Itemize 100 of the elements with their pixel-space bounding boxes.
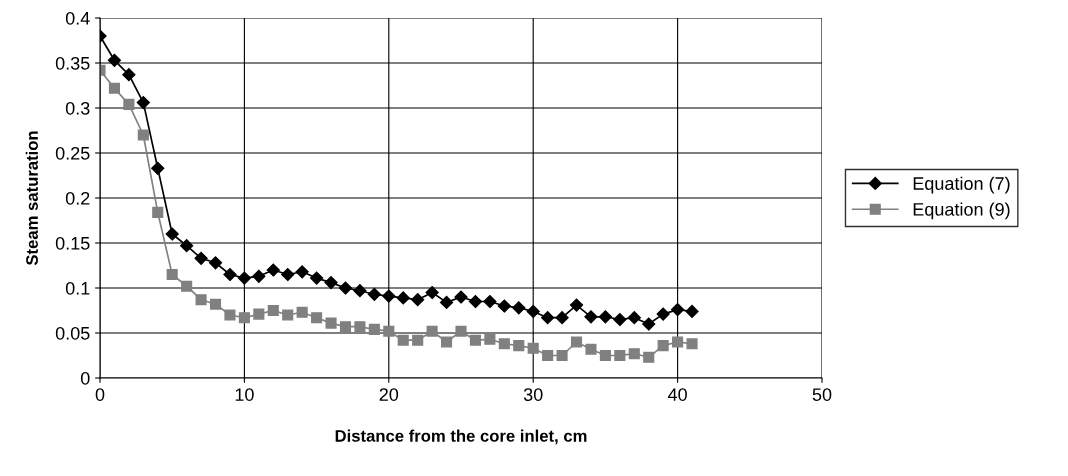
y-tick-label: 0.05 <box>55 326 90 340</box>
point <box>324 276 338 290</box>
point <box>282 309 294 321</box>
point <box>469 334 481 346</box>
y-tick-label: 0.1 <box>65 281 90 295</box>
point <box>237 271 251 285</box>
point <box>367 287 381 301</box>
point <box>208 256 223 270</box>
point <box>382 289 396 303</box>
point <box>498 338 510 350</box>
point <box>484 333 496 345</box>
point <box>397 334 409 346</box>
point <box>584 310 598 324</box>
point <box>657 340 669 352</box>
point <box>108 82 120 94</box>
point <box>296 306 308 318</box>
point <box>599 349 611 362</box>
point <box>122 68 136 82</box>
point <box>224 309 236 321</box>
y-tick-label: 0.2 <box>65 191 90 205</box>
point <box>483 294 497 309</box>
y-tick-label: 0.35 <box>55 56 90 70</box>
point <box>123 98 135 110</box>
point <box>194 251 208 265</box>
point <box>643 351 655 363</box>
point <box>686 338 698 350</box>
x-tick-label: 0 <box>95 388 105 401</box>
x-tick-label: 40 <box>667 388 687 401</box>
y-tick-label: 0.25 <box>55 146 90 160</box>
point <box>137 129 149 141</box>
y-tick-label: 0.15 <box>55 236 90 250</box>
point <box>411 293 425 307</box>
point <box>513 340 525 352</box>
point <box>426 325 438 337</box>
point <box>439 295 454 309</box>
point <box>209 298 222 310</box>
point <box>642 317 656 331</box>
point <box>396 291 410 305</box>
legend-label: Equation (9) <box>913 202 1010 220</box>
point <box>542 349 554 362</box>
point <box>527 342 539 354</box>
x-tick-label: 20 <box>379 388 399 401</box>
y-axis-title: Steam saturation <box>25 131 38 266</box>
point <box>181 280 193 292</box>
point <box>412 334 424 346</box>
point <box>238 312 250 324</box>
point <box>223 267 237 282</box>
point <box>281 267 295 282</box>
point <box>266 263 280 277</box>
point <box>455 325 467 337</box>
point <box>310 271 324 285</box>
x-tick-label: 50 <box>812 388 832 401</box>
y-tick-label: 0.3 <box>65 101 90 115</box>
point <box>252 269 266 283</box>
point <box>613 312 627 327</box>
y-tick-label: 0.4 <box>65 11 90 25</box>
point <box>656 307 670 321</box>
point <box>555 311 569 325</box>
point <box>195 294 207 306</box>
point <box>152 206 164 218</box>
point <box>526 304 540 318</box>
point <box>338 281 353 295</box>
point <box>136 96 150 110</box>
point <box>685 304 699 318</box>
point <box>672 336 684 348</box>
point <box>166 268 178 281</box>
point <box>180 239 194 253</box>
x-axis-title: Distance from the core inlet, cm <box>335 429 587 445</box>
point <box>497 299 511 313</box>
point <box>454 290 468 304</box>
point <box>468 294 483 309</box>
point <box>425 285 439 300</box>
y-tick-label: 0 <box>80 371 90 385</box>
point <box>368 323 380 335</box>
point <box>151 161 165 175</box>
point <box>267 304 279 317</box>
x-tick-label: 30 <box>523 388 543 401</box>
point <box>339 321 352 333</box>
point <box>295 265 309 279</box>
point <box>627 311 641 325</box>
point <box>512 301 526 315</box>
point <box>441 336 453 348</box>
point <box>556 349 568 362</box>
point <box>325 317 337 329</box>
point <box>107 53 122 67</box>
point <box>570 336 583 348</box>
point <box>383 325 395 337</box>
point <box>628 348 640 360</box>
point <box>598 310 612 324</box>
point <box>614 349 626 362</box>
point <box>671 303 685 317</box>
point <box>165 227 179 241</box>
x-tick-label: 10 <box>235 388 254 401</box>
legend-label: Equation (7) <box>913 176 1010 194</box>
point <box>311 312 323 324</box>
point <box>354 321 366 333</box>
point <box>253 308 265 320</box>
point <box>353 284 367 298</box>
point <box>585 343 597 355</box>
point <box>541 311 555 325</box>
